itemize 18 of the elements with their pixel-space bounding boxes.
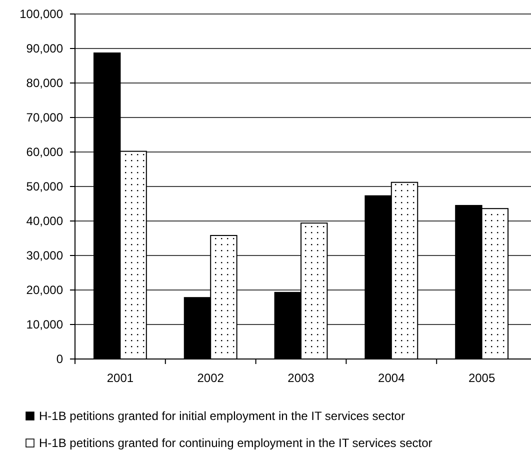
y-tick-label: 40,000 — [26, 214, 64, 228]
y-tick-label: 60,000 — [26, 145, 64, 160]
y-tick-label: 70,000 — [26, 110, 64, 125]
x-tick-label: 2002 — [197, 371, 224, 385]
y-tick-label: 30,000 — [26, 248, 64, 263]
y-tick-label: 20,000 — [26, 283, 64, 298]
y-tick-label: 50,000 — [26, 180, 64, 194]
legend-label: H-1B petitions granted for initial employment in the IT services sector — [39, 409, 405, 424]
legend-label: H-1B petitions granted for continuing employment in the IT services sector — [39, 436, 432, 450]
y-tick-label: 0 — [56, 352, 64, 366]
x-tick-label: 2005 — [468, 371, 496, 385]
y-tick-label: 80,000 — [26, 76, 64, 90]
y-tick-label: 100,000 — [20, 7, 64, 22]
x-tick-label: 2004 — [378, 371, 406, 385]
x-tick-label: 2001 — [106, 371, 134, 385]
x-tick-label: 2003 — [288, 371, 315, 385]
y-tick-label: 90,000 — [26, 42, 64, 56]
y-tick-label: 10,000 — [26, 318, 64, 332]
